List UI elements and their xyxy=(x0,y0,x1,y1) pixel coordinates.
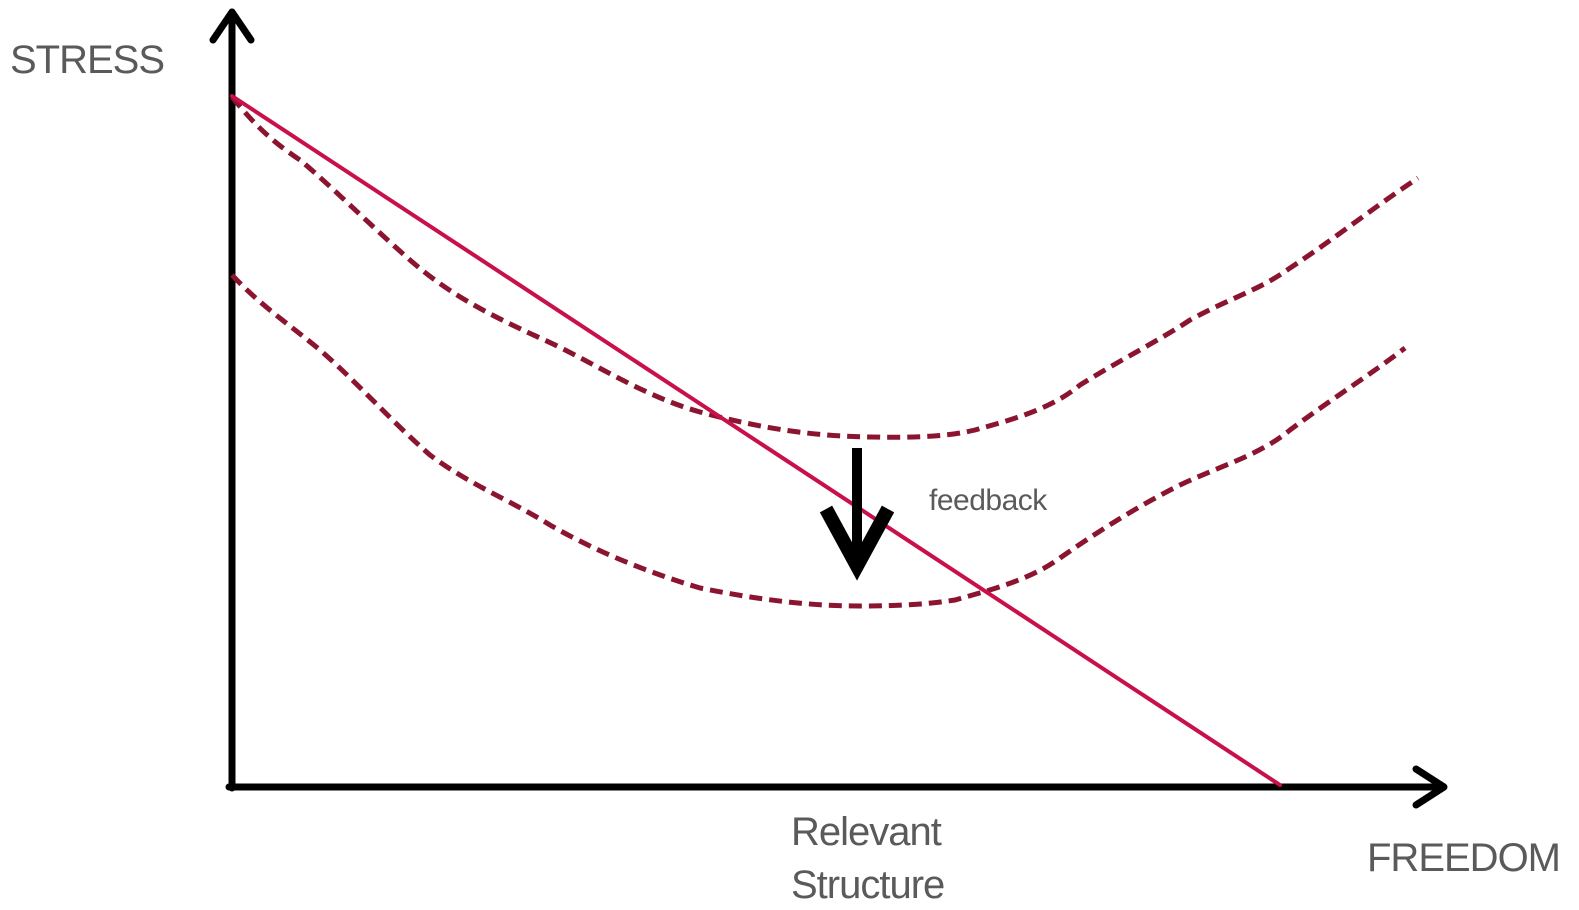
stress-curve-lower xyxy=(230,273,1407,609)
relevant-structure-label-line2: Structure xyxy=(791,863,945,907)
feedback-arrow-down-icon xyxy=(819,505,895,581)
stress-curve-upper xyxy=(230,95,1420,440)
x-axis-label: FREEDOM xyxy=(1367,836,1561,880)
relevant-structure-label-line1: Relevant xyxy=(791,810,942,854)
y-axis-label: STRESS xyxy=(10,38,165,82)
relevant-structure-line xyxy=(230,94,1282,787)
x-axis-arrowhead-icon xyxy=(1412,765,1448,809)
y-axis-arrowhead-icon xyxy=(209,8,255,44)
feedback-label: feedback xyxy=(929,484,1047,517)
